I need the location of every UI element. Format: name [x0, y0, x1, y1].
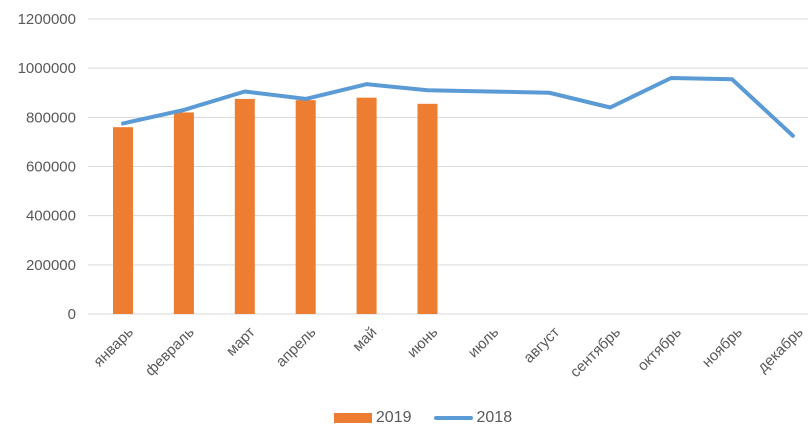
y-axis-tick-label: 600000	[26, 159, 76, 176]
x-axis-tick-label: январь	[90, 324, 137, 371]
x-axis-tick-label: август	[520, 324, 563, 367]
x-axis-tick-label: сентябрь	[567, 324, 624, 381]
legend-label-2018: 2018	[476, 408, 513, 426]
x-axis-tick-label: май	[349, 324, 380, 355]
bar-2019-март[interactable]	[234, 98, 255, 314]
bar-2019-июнь[interactable]	[417, 103, 438, 314]
y-axis-tick-label: 0	[68, 306, 76, 323]
x-axis-tick-label: апрель	[273, 324, 320, 371]
legend-line-swatch-icon	[433, 415, 473, 420]
y-axis-tick-label: 200000	[26, 257, 76, 274]
x-axis-tick-label: ноябрь	[699, 324, 746, 371]
x-axis-tick-label: июнь	[404, 324, 441, 361]
legend-item-2019[interactable]: 2019	[333, 408, 412, 427]
x-axis-tick-label: декабрь	[754, 324, 807, 377]
legend: 2019 2018	[0, 406, 810, 429]
bar-2019-февраль[interactable]	[173, 112, 194, 315]
bar-2019-январь[interactable]	[113, 127, 133, 315]
x-axis-tick-label: март	[223, 324, 259, 360]
bar-2019-май[interactable]	[356, 97, 377, 315]
legend-item-2018[interactable]: 2018	[433, 408, 513, 427]
x-axis-tick-label: октябрь	[634, 324, 685, 375]
y-axis-tick-label: 400000	[26, 208, 76, 225]
y-axis-tick-label: 800000	[26, 109, 76, 126]
legend-bar-swatch-icon	[333, 412, 372, 423]
x-axis-tick-label: февраль	[142, 324, 198, 380]
legend-label-2019: 2019	[375, 408, 412, 426]
line-2018[interactable]	[121, 76, 795, 138]
y-axis-tick-label: 1000000	[18, 60, 76, 77]
x-axis-tick-label: июль	[465, 324, 503, 362]
bar-2019-апрель[interactable]	[295, 100, 316, 314]
y-axis-tick-label: 1200000	[18, 11, 76, 28]
